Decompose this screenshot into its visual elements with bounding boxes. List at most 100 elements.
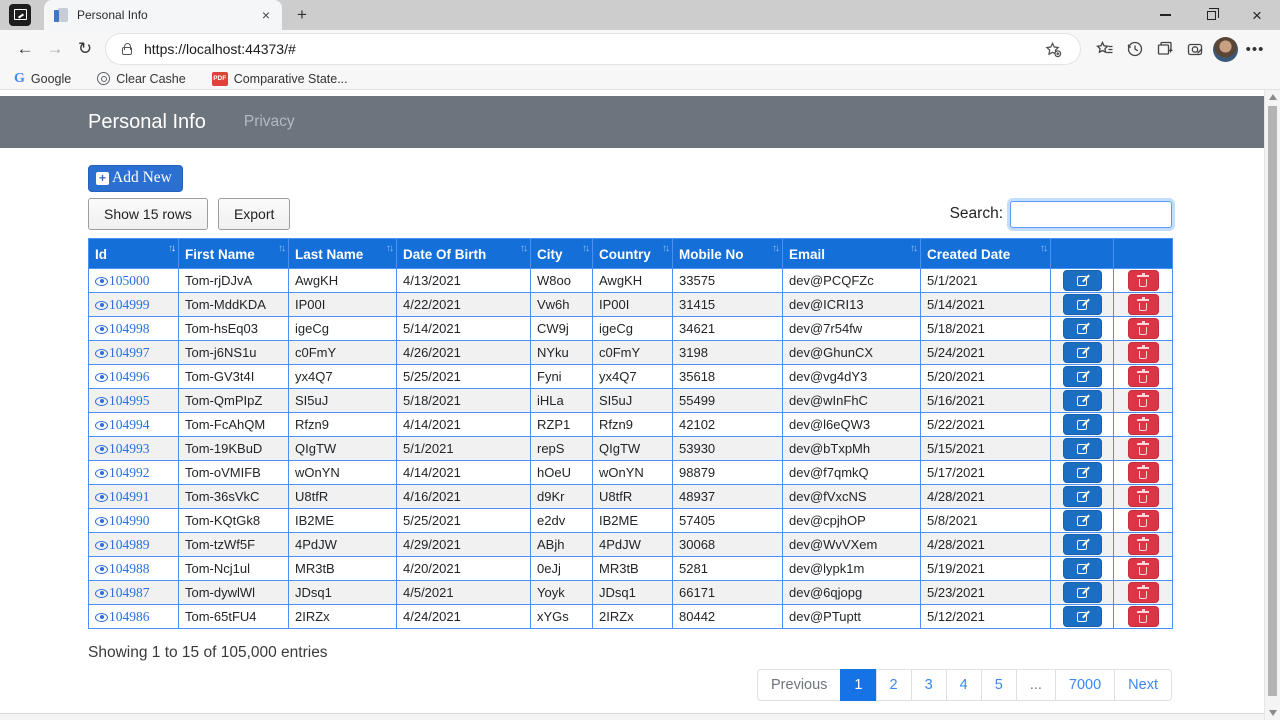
row-id-link[interactable]: 104989 <box>89 533 179 557</box>
view-icon[interactable] <box>95 397 108 406</box>
edit-button[interactable] <box>1063 390 1102 411</box>
row-id-link[interactable]: 104987 <box>89 581 179 605</box>
edit-button[interactable] <box>1063 366 1102 387</box>
view-icon[interactable] <box>95 277 108 286</box>
delete-button[interactable] <box>1128 294 1159 315</box>
row-id-link[interactable]: 104997 <box>89 341 179 365</box>
page-number-3[interactable]: 3 <box>911 669 947 701</box>
column-header-id[interactable]: Id↑↓ <box>89 239 179 269</box>
page-number-1[interactable]: 1 <box>840 669 876 701</box>
delete-button[interactable] <box>1128 390 1159 411</box>
add-new-button[interactable]: + Add New <box>88 165 183 192</box>
edit-button[interactable] <box>1063 582 1102 603</box>
edit-button[interactable] <box>1063 558 1102 579</box>
delete-button[interactable] <box>1128 270 1159 291</box>
view-icon[interactable] <box>95 517 108 526</box>
row-id-link[interactable]: 104990 <box>89 509 179 533</box>
edit-button[interactable] <box>1063 462 1102 483</box>
view-icon[interactable] <box>95 349 108 358</box>
add-favorite-icon[interactable] <box>1038 34 1068 64</box>
row-id-link[interactable]: 104991 <box>89 485 179 509</box>
column-header-last-name[interactable]: Last Name↑↓ <box>289 239 397 269</box>
delete-button[interactable] <box>1128 582 1159 603</box>
page-number-2[interactable]: 2 <box>876 669 912 701</box>
delete-button[interactable] <box>1128 534 1159 555</box>
column-header-mobile-no[interactable]: Mobile No↑↓ <box>673 239 783 269</box>
address-bar[interactable]: https://localhost:44373/# <box>106 34 1080 64</box>
page-number-4[interactable]: 4 <box>946 669 982 701</box>
delete-button[interactable] <box>1128 606 1159 627</box>
window-restore-button[interactable] <box>1188 0 1234 30</box>
collections-icon[interactable] <box>1150 34 1180 64</box>
row-id-link[interactable]: 104988 <box>89 557 179 581</box>
lock-icon[interactable] <box>122 47 132 55</box>
edit-button[interactable] <box>1063 534 1102 555</box>
edit-button[interactable] <box>1063 294 1102 315</box>
scroll-down-icon[interactable] <box>1269 710 1277 716</box>
brand-title[interactable]: Personal Info <box>88 111 206 134</box>
browser-app-icon[interactable] <box>9 4 31 26</box>
delete-button[interactable] <box>1128 510 1159 531</box>
browser-tab[interactable]: Personal Info × <box>44 0 282 30</box>
row-id-link[interactable]: 104993 <box>89 437 179 461</box>
export-button[interactable]: Export <box>218 198 290 230</box>
column-header-created-date[interactable]: Created Date↑↓ <box>921 239 1051 269</box>
delete-button[interactable] <box>1128 366 1159 387</box>
row-id-link[interactable]: 104995 <box>89 389 179 413</box>
view-icon[interactable] <box>95 541 108 550</box>
delete-button[interactable] <box>1128 486 1159 507</box>
web-capture-icon[interactable] <box>1180 34 1210 64</box>
column-header-country[interactable]: Country↑↓ <box>593 239 673 269</box>
delete-button[interactable] <box>1128 318 1159 339</box>
row-id-link[interactable]: 104994 <box>89 413 179 437</box>
view-icon[interactable] <box>95 469 108 478</box>
row-id-link[interactable]: 105000 <box>89 269 179 293</box>
tab-close-icon[interactable]: × <box>260 7 272 23</box>
favorites-icon[interactable] <box>1090 34 1120 64</box>
column-header-first-name[interactable]: First Name↑↓ <box>179 239 289 269</box>
edit-button[interactable] <box>1063 606 1102 627</box>
delete-button[interactable] <box>1128 414 1159 435</box>
nav-link-privacy[interactable]: Privacy <box>244 113 295 131</box>
edit-button[interactable] <box>1063 318 1102 339</box>
view-icon[interactable] <box>95 613 108 622</box>
edit-button[interactable] <box>1063 486 1102 507</box>
scroll-up-icon[interactable] <box>1269 94 1277 100</box>
bookmark-clear-cache[interactable]: Clear Cashe <box>97 72 185 86</box>
settings-menu-icon[interactable]: ••• <box>1240 34 1270 64</box>
view-icon[interactable] <box>95 301 108 310</box>
bookmark-comparative-state[interactable]: PDF Comparative State... <box>212 72 348 86</box>
row-id-link[interactable]: 104986 <box>89 605 179 629</box>
scrollbar-thumb[interactable] <box>1268 106 1277 696</box>
view-icon[interactable] <box>95 589 108 598</box>
page-number-5[interactable]: 5 <box>981 669 1017 701</box>
column-header-date-of-birth[interactable]: Date Of Birth↑↓ <box>397 239 531 269</box>
view-icon[interactable] <box>95 445 108 454</box>
bookmark-google[interactable]: G Google <box>14 71 71 87</box>
view-icon[interactable] <box>95 565 108 574</box>
column-header-city[interactable]: City↑↓ <box>531 239 593 269</box>
delete-button[interactable] <box>1128 558 1159 579</box>
view-icon[interactable] <box>95 373 108 382</box>
delete-button[interactable] <box>1128 462 1159 483</box>
edit-button[interactable] <box>1063 510 1102 531</box>
url-text[interactable]: https://localhost:44373/# <box>144 41 1038 57</box>
back-button[interactable]: ← <box>10 34 40 64</box>
view-icon[interactable] <box>95 421 108 430</box>
search-input[interactable] <box>1010 201 1172 228</box>
row-id-link[interactable]: 104992 <box>89 461 179 485</box>
row-id-link[interactable]: 104999 <box>89 293 179 317</box>
view-icon[interactable] <box>95 325 108 334</box>
new-tab-button[interactable]: + <box>290 3 314 27</box>
window-minimize-button[interactable] <box>1142 0 1188 30</box>
edit-button[interactable] <box>1063 342 1102 363</box>
profile-avatar[interactable] <box>1210 34 1240 64</box>
refresh-button[interactable]: ↻ <box>70 34 100 64</box>
page-number-7000[interactable]: 7000 <box>1055 669 1115 701</box>
edit-button[interactable] <box>1063 438 1102 459</box>
edit-button[interactable] <box>1063 270 1102 291</box>
history-icon[interactable] <box>1120 34 1150 64</box>
edit-button[interactable] <box>1063 414 1102 435</box>
delete-button[interactable] <box>1128 438 1159 459</box>
view-icon[interactable] <box>95 493 108 502</box>
